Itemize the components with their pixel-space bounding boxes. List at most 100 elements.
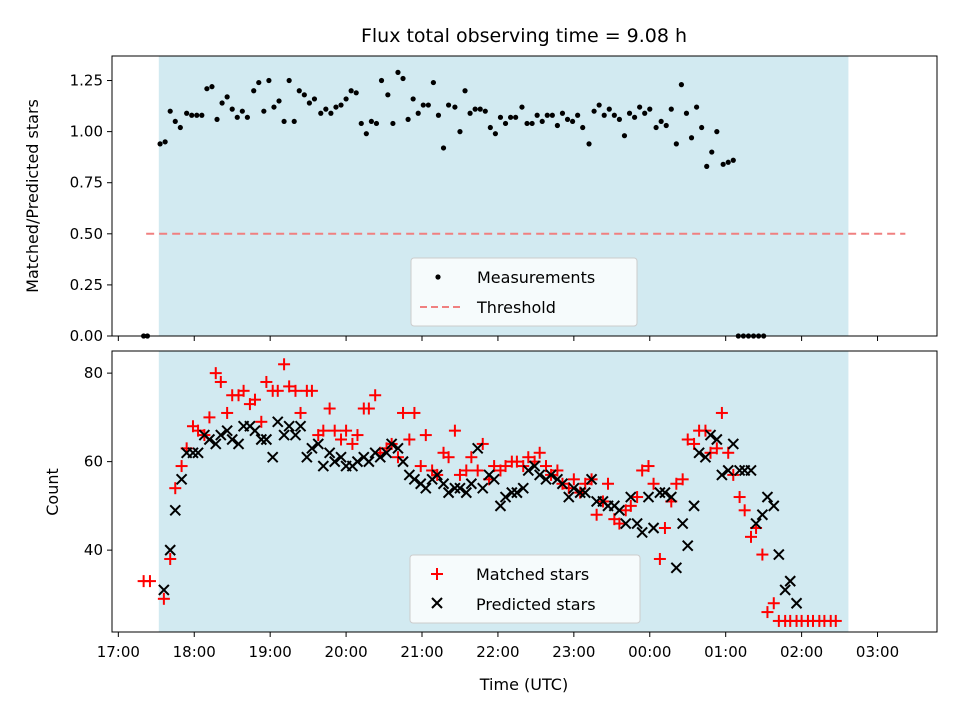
predicted-star-point xyxy=(784,575,796,587)
matched-star-point xyxy=(761,606,774,619)
matched-star-point xyxy=(767,597,780,610)
predicted-star-point xyxy=(745,464,757,477)
predicted-star-point xyxy=(255,433,268,446)
measurement-point xyxy=(167,108,173,114)
predicted-star-point xyxy=(779,584,791,596)
measurement-point xyxy=(244,114,250,120)
x-tick-label: 17:00 xyxy=(97,643,140,661)
bottom-y-tick-label: 40 xyxy=(84,541,103,559)
predicted-star-point xyxy=(693,447,705,459)
measurement-point xyxy=(311,96,318,102)
predicted-star-point xyxy=(665,491,677,503)
matched-star-point xyxy=(255,415,268,428)
measurement-point xyxy=(400,75,406,82)
predicted-star-point xyxy=(545,469,557,481)
measurement-point xyxy=(219,100,225,106)
matched-star-point xyxy=(829,614,842,627)
predicted-star-point xyxy=(761,491,774,503)
measurement-point xyxy=(199,112,205,118)
bottom-plot-frame xyxy=(111,350,938,633)
matched-star-point xyxy=(465,451,478,464)
measurement-point xyxy=(544,112,550,118)
measurement-point xyxy=(172,118,178,125)
predicted-star-point xyxy=(272,416,284,428)
measurement-point xyxy=(725,159,731,165)
matched-star-point xyxy=(289,384,302,397)
measurement-point xyxy=(653,124,659,131)
predicted-star-point xyxy=(620,517,632,530)
matched-star-point xyxy=(756,548,769,561)
matched-star-point xyxy=(203,411,216,424)
measurement-point xyxy=(611,112,617,118)
predicted-star-point xyxy=(477,482,489,494)
x-tick-label: 23:00 xyxy=(552,643,595,661)
measurement-point xyxy=(616,116,623,122)
predicted-star-point xyxy=(488,473,500,486)
bottom-legend: Matched stars Predicted stars xyxy=(409,554,641,624)
measurement-point xyxy=(678,82,685,88)
legend-predicted-label: Predicted stars xyxy=(476,595,596,614)
predicted-star-point xyxy=(215,429,227,441)
predicted-star-point xyxy=(301,451,313,463)
predicted-star-point xyxy=(670,562,683,574)
matched-star-point xyxy=(221,406,234,419)
measurement-point xyxy=(487,124,493,131)
bottom-panel: 40 60 80 17:00 18:00 19:00 20:00 21:00 22:00 23:… xyxy=(43,350,938,694)
matched-star-point xyxy=(362,402,375,415)
predicted-star-point xyxy=(385,438,398,450)
predicted-star-point xyxy=(164,544,176,556)
predicted-star-point xyxy=(688,500,700,512)
measurement-point xyxy=(194,112,200,118)
matched-star-point xyxy=(602,477,615,490)
measurement-point xyxy=(378,77,385,84)
top-panel: 0.00 0.25 0.50 0.75 1.00 1.25 Matched/Predict… xyxy=(23,55,938,345)
measurement-point xyxy=(157,141,163,147)
top-legend-box xyxy=(410,257,638,327)
predicted-star-point xyxy=(317,460,330,472)
matched-star-point xyxy=(715,406,728,419)
matched-star-point xyxy=(733,491,746,504)
measurement-point xyxy=(626,110,633,116)
measurement-point xyxy=(373,120,380,127)
measurement-point xyxy=(445,102,452,108)
measurement-point xyxy=(564,116,571,122)
top-y-axis-label: Matched/Predicted stars xyxy=(23,99,42,293)
legend-predicted-marker xyxy=(431,597,443,609)
predicted-star-point xyxy=(351,455,364,468)
matched-star-point xyxy=(676,473,689,486)
measurement-point xyxy=(229,106,235,112)
matched-star-point xyxy=(340,424,353,437)
matched-star-point xyxy=(278,358,291,371)
predicted-star-point xyxy=(283,420,295,432)
measurement-point xyxy=(415,110,421,116)
matched-star-point xyxy=(471,464,484,477)
predicted-star-point xyxy=(499,491,512,503)
matched-star-point xyxy=(419,429,432,442)
measurement-point xyxy=(730,157,736,163)
matched-star-point xyxy=(305,384,318,397)
matched-star-point xyxy=(567,473,580,486)
matched-star-point xyxy=(143,575,156,588)
matched-star-point xyxy=(533,446,546,459)
measurement-point xyxy=(333,104,339,110)
predicted-star-point xyxy=(676,517,689,530)
matched-star-point xyxy=(214,375,227,388)
x-axis-label: Time (UTC) xyxy=(479,675,568,694)
matched-star-point xyxy=(631,491,644,504)
measurement-point xyxy=(688,135,695,141)
predicted-star-point xyxy=(397,455,409,468)
legend-measurements-marker xyxy=(435,274,441,280)
top-y-tick-label: 0.50 xyxy=(70,225,103,243)
measurement-point xyxy=(452,104,458,110)
predicted-star-point xyxy=(517,482,529,494)
measurement-point xyxy=(549,112,555,118)
predicted-star-point xyxy=(790,597,803,609)
predicted-star-point xyxy=(312,438,324,450)
predicted-star-point xyxy=(704,429,717,441)
measurement-point xyxy=(276,98,282,104)
measurement-point xyxy=(430,79,436,86)
predicted-star-point xyxy=(323,447,336,459)
predicted-star-point xyxy=(294,420,307,432)
predicted-star-point xyxy=(465,478,478,490)
